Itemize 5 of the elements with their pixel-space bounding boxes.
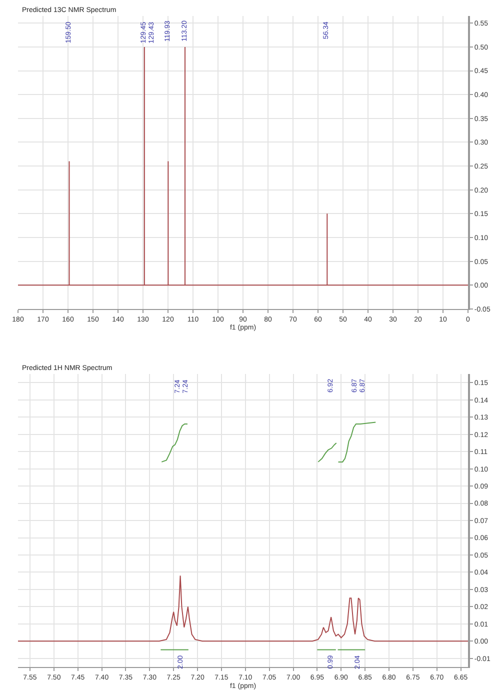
line-series — [338, 422, 376, 462]
line-series — [318, 442, 337, 462]
line-series — [18, 46, 468, 286]
line-series — [18, 575, 468, 642]
line-series — [161, 424, 188, 462]
